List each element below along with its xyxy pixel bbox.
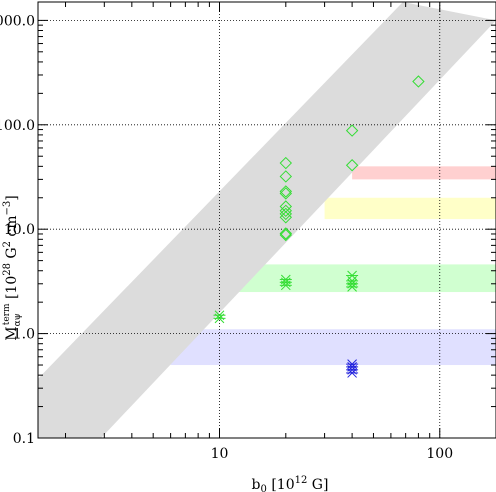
plot-frame — [37, 1, 496, 439]
y-axis-label-sup: term — [2, 303, 12, 325]
asterisk-stroke — [214, 310, 225, 321]
diamond-marker — [279, 200, 293, 213]
series-0-point-10 — [345, 159, 359, 172]
data-markers — [213, 75, 425, 378]
diamond-marker — [345, 124, 359, 137]
diamond-marker — [279, 170, 293, 183]
series-1-point-4 — [279, 274, 292, 285]
x-axis-label-sup: 12 — [295, 475, 308, 486]
diamond-marker — [279, 187, 293, 200]
x-tick-label-0: 10 — [211, 446, 229, 462]
y-axis-label-sup2: 28 — [2, 263, 13, 276]
y-tick-label-1: 1.0 — [13, 327, 35, 343]
plot-area — [38, 2, 496, 438]
diamond-marker — [279, 185, 293, 198]
y-tick-label-0: 0.1 — [13, 431, 35, 447]
y-tick-label-3: 100.0 — [0, 118, 35, 134]
asterisk-stroke — [280, 274, 291, 285]
series-0-point-7 — [279, 185, 293, 198]
y-axis-label-rest: [10 — [4, 276, 20, 304]
series-0-point-0 — [279, 228, 293, 242]
x-tick-label-1: 100 — [426, 446, 453, 462]
x-axis-label: b0 [1012 G] — [252, 475, 329, 492]
series-0-point-12 — [412, 75, 425, 88]
diamond-marker — [279, 227, 293, 240]
y-axis-label-main: M — [4, 326, 20, 340]
y-axis-label-sup4: −3 — [2, 201, 13, 216]
series-1-point-1 — [213, 310, 226, 321]
series-1-point-8 — [346, 270, 359, 281]
series-0-point-11 — [345, 124, 359, 137]
series-0-point-6 — [279, 187, 293, 200]
diamond-marker — [279, 156, 293, 170]
y-axis-label-sub: αψ — [13, 313, 23, 326]
x-axis-label-rest: [10 — [267, 477, 295, 492]
diamond-marker — [279, 228, 293, 242]
diagonal-band — [38, 2, 496, 438]
series-0-point-8 — [279, 170, 293, 183]
y-tick-label-2: 10.0 — [4, 222, 35, 238]
y-axis-label: Mαψterm [1028 G2 cm−3] — [2, 195, 23, 341]
x-axis-label-tail: G] — [307, 477, 328, 492]
diamond-marker — [345, 159, 359, 172]
y-axis-label-sup3: 2 — [2, 241, 13, 247]
series-0-point-1 — [279, 227, 293, 240]
series-0-point-9 — [279, 156, 293, 170]
y-axis-label-tail: ] — [4, 195, 20, 200]
horizontal-band-2 — [224, 264, 496, 293]
y-axis-label-mid: G — [4, 247, 20, 263]
horizontal-band-3 — [170, 329, 496, 366]
y-axis-label-mid2: cm — [4, 215, 20, 241]
x-axis-label-sub: 0 — [261, 484, 267, 492]
series-0-point-5 — [279, 200, 293, 213]
x-axis-label-main: b — [252, 477, 261, 492]
asterisk-stroke — [347, 359, 357, 369]
horizontal-band-0 — [352, 166, 496, 180]
horizontal-band-1 — [324, 197, 496, 220]
asterisk-stroke — [347, 270, 357, 281]
series-2-point-3 — [346, 359, 359, 369]
diamond-marker — [412, 75, 425, 88]
